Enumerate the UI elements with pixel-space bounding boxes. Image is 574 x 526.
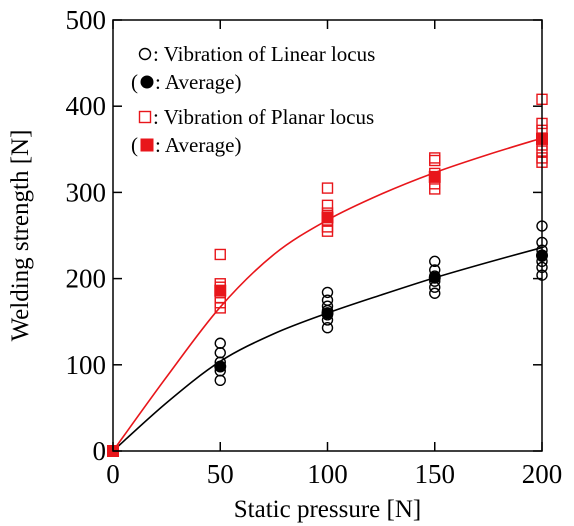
legend-paren: (: [131, 133, 138, 157]
x-tick-label: 200: [522, 459, 563, 489]
axes: 0 50 100 150 200 0 100 200 300 400 500: [66, 5, 563, 489]
y-tick-label: 300: [66, 177, 107, 207]
y-tick-label: 500: [66, 5, 107, 35]
data-point: [429, 152, 441, 164]
data-point: [321, 294, 334, 306]
data-point: [321, 307, 334, 320]
data-point: [214, 284, 227, 297]
y-tick-label: 100: [66, 350, 107, 380]
fit-curve: [112, 137, 543, 452]
data-point: [214, 374, 226, 387]
data-point: [429, 255, 441, 268]
data-point: [429, 154, 441, 167]
data-point: [429, 287, 441, 299]
legend-marker: [140, 75, 154, 89]
y-tick-label: 400: [66, 91, 107, 121]
data-point: [214, 360, 227, 373]
x-tick-label: 100: [307, 459, 348, 489]
legend-marker: [138, 47, 152, 61]
data-point: [321, 182, 334, 194]
data-point: [321, 199, 334, 212]
data-point: [321, 286, 334, 299]
data-point: [428, 271, 441, 284]
y-tick-label: 200: [66, 264, 107, 294]
x-tick-label: 50: [207, 459, 234, 489]
y-axis-label: Welding strength [N]: [7, 130, 34, 342]
legend-label: : Average): [155, 70, 241, 94]
legend-label: : Vibration of Planar locus: [153, 105, 374, 129]
data-point: [321, 211, 334, 224]
data-point: [214, 337, 226, 349]
legend: : Vibration of Linear locus ( : Average) : …: [131, 42, 375, 157]
data-point: [214, 347, 226, 359]
x-axis-label: Static pressure [N]: [234, 496, 421, 523]
data-point: [214, 248, 226, 261]
fit-curve: [112, 246, 543, 452]
legend-marker: [140, 138, 154, 152]
y-tick-label: 0: [93, 436, 107, 466]
x-tick-label: 0: [106, 459, 120, 489]
legend-label: : Average): [155, 133, 241, 157]
data-point: [321, 322, 334, 334]
legend-paren: (: [131, 70, 138, 94]
x-tick-label: 150: [415, 459, 456, 489]
data-point: [428, 170, 441, 183]
legend-marker: [138, 110, 152, 124]
legend-label: : Vibration of Linear locus: [153, 42, 375, 66]
